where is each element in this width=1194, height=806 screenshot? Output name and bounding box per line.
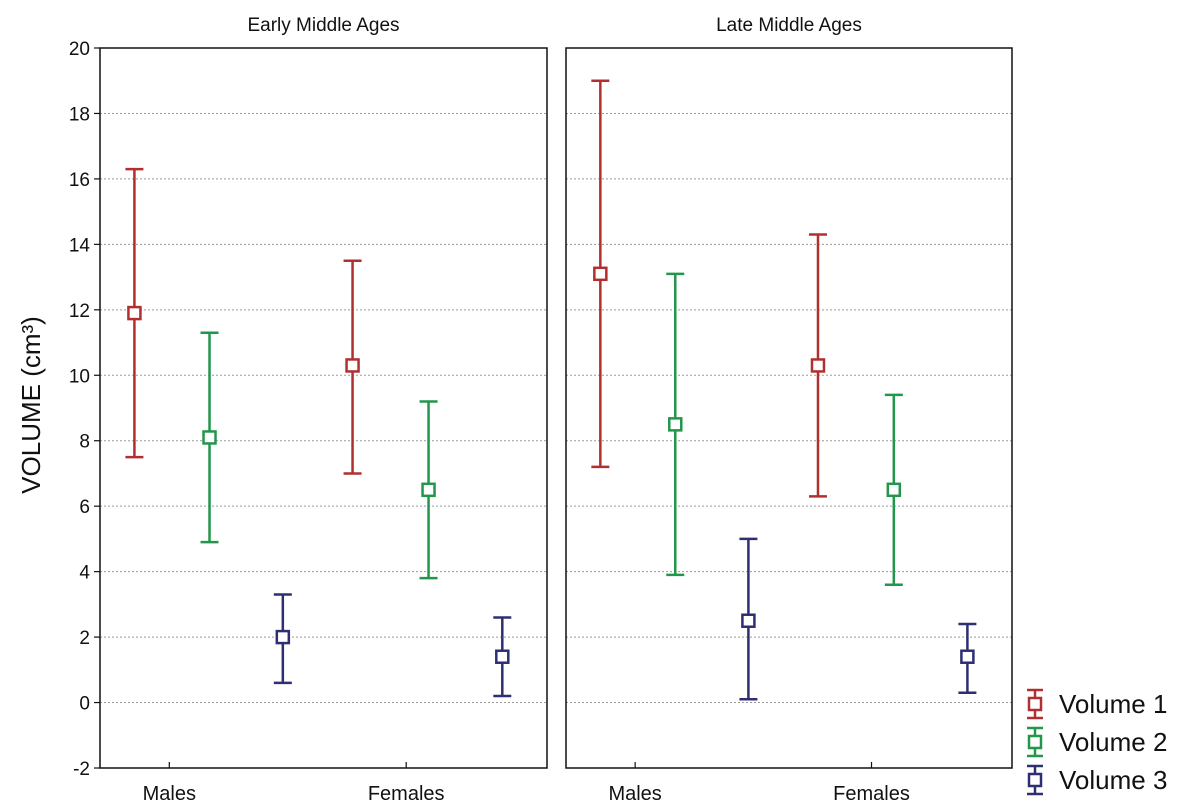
errorbar-volume-3-males (273, 593, 292, 685)
legend-label: Volume 3 (1059, 765, 1167, 795)
panel-early-middle-ages: Early Middle Ages Males Females (99, 15, 548, 805)
x-tick-label: Females (833, 783, 910, 805)
errorbar-volume-1-males (125, 167, 144, 459)
legend-label: Volume 2 (1059, 727, 1167, 757)
y-axis: -2 0 2 4 6 8 10 12 14 16 18 20 (69, 39, 100, 780)
mean-marker (345, 358, 360, 373)
y-tick-label: 12 (69, 301, 90, 322)
mean-marker (495, 649, 510, 664)
y-tick-label: 18 (69, 104, 90, 125)
legend-item: Volume 2 (1027, 726, 1167, 758)
x-tick-label: Males (608, 783, 661, 805)
panel-title: Late Middle Ages (716, 15, 862, 36)
y-tick-label: 4 (79, 563, 90, 584)
mean-marker (421, 482, 436, 498)
errorbar-volume-2-males (666, 272, 685, 577)
y-tick-label: 14 (69, 235, 91, 256)
mean-marker (668, 417, 683, 432)
y-tick-label: 6 (79, 497, 90, 518)
y-tick-label: -2 (73, 759, 90, 780)
panel-frame (565, 47, 1013, 769)
legend-swatch-marker (1027, 772, 1043, 788)
mean-marker (886, 482, 902, 498)
panel-title: Early Middle Ages (247, 15, 399, 36)
legend-label: Volume 1 (1059, 689, 1167, 719)
mean-marker (127, 305, 142, 321)
errorbar-volume-1-females (343, 259, 362, 475)
y-tick-label: 20 (69, 39, 90, 60)
mean-marker (593, 266, 608, 282)
panel-frame (99, 47, 548, 769)
y-tick-label: 0 (79, 694, 90, 715)
legend: Volume 1 Volume 2 Volume 3 (1027, 688, 1167, 796)
errorbar-volume-3-males (739, 537, 758, 701)
mean-marker (810, 358, 826, 373)
legend-item: Volume 3 (1027, 764, 1167, 796)
legend-swatch-marker (1027, 734, 1043, 750)
mean-marker (960, 649, 975, 664)
legend-swatch-marker (1027, 696, 1043, 712)
errorbar-volume-1-males (591, 79, 610, 469)
x-tick-label: Females (368, 783, 445, 805)
errorbar-volume-3-females (958, 622, 977, 694)
errorbar-volume-2-females (884, 393, 903, 586)
mean-marker (202, 430, 217, 445)
y-tick-label: 2 (79, 628, 90, 649)
y-tick-label: 16 (69, 170, 90, 191)
errorbar-volume-1-females (808, 233, 827, 498)
x-tick-label: Males (143, 783, 196, 805)
y-tick-label: 10 (69, 366, 90, 387)
errorbar-volume-3-females (493, 616, 512, 698)
y-tick-label: 8 (79, 432, 90, 453)
y-axis-title: VOLUME (cm³) (16, 316, 46, 494)
panel-late-middle-ages: Late Middle Ages Males Females (565, 15, 1013, 805)
errorbar-volume-2-females (419, 400, 438, 580)
errorbar-volume-2-males (200, 331, 219, 544)
mean-marker (741, 613, 756, 628)
legend-item: Volume 1 (1027, 688, 1167, 720)
mean-marker (275, 629, 291, 645)
